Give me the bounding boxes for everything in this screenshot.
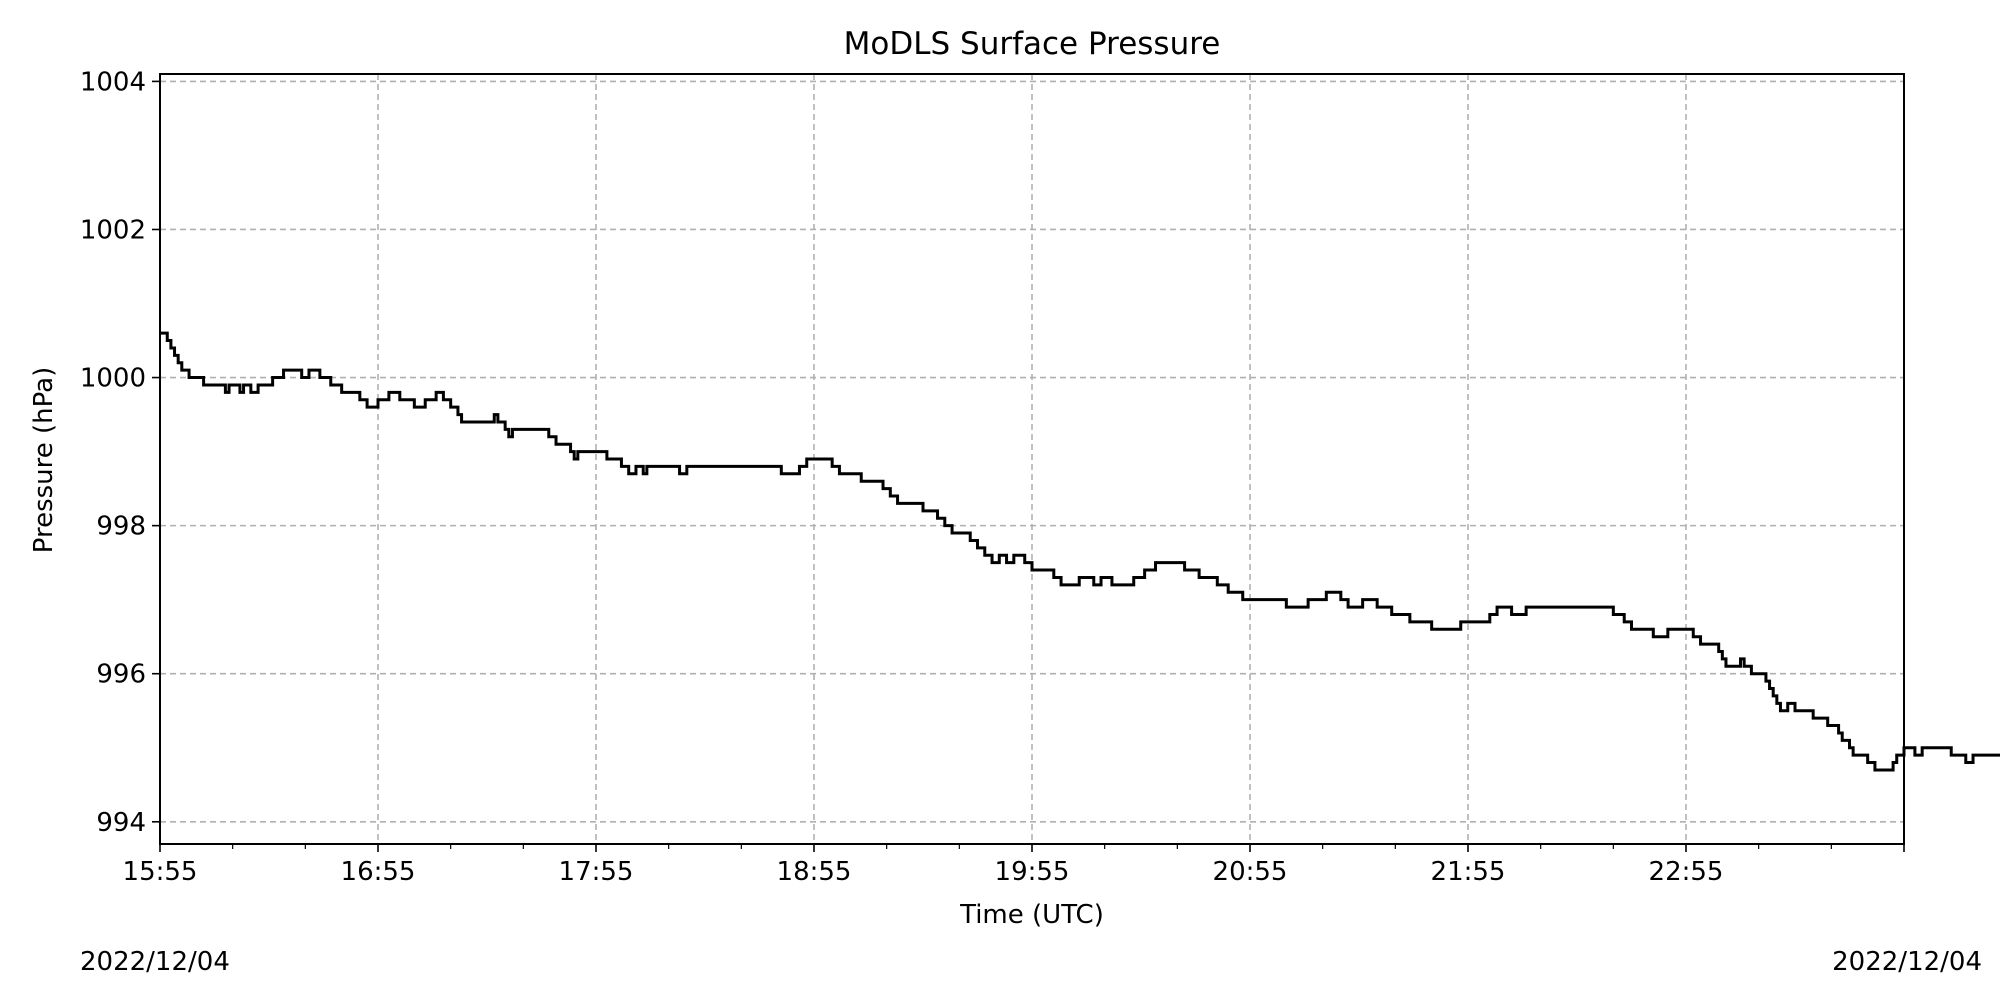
x-tick-label: 19:55 — [995, 857, 1070, 887]
y-tick-label: 1004 — [80, 67, 146, 97]
pressure-series-line — [160, 331, 2000, 772]
y-tick-label: 1002 — [80, 215, 146, 245]
y-tick-label: 998 — [96, 512, 146, 542]
y-tick-label: 996 — [96, 660, 146, 690]
x-tick-label: 20:55 — [1213, 857, 1288, 887]
tick-layer: 994 996 998 1000 1002 1004 15:55 16:55 17:55 18:5… — [80, 67, 1905, 887]
x-tick-label: 16:55 — [341, 857, 416, 887]
y-axis-label: Pressure (hPa) — [29, 367, 59, 554]
y-tick-label: 1000 — [80, 364, 146, 394]
end-date-label: 2022/12/04 — [1832, 947, 1982, 977]
x-tick-label: 18:55 — [777, 857, 852, 887]
grid-layer — [159, 74, 1904, 844]
chart-title: MoDLS Surface Pressure — [844, 26, 1221, 62]
y-tick-label: 994 — [96, 808, 146, 838]
x-axis-label: Time (UTC) — [959, 900, 1104, 930]
start-date-label: 2022/12/04 — [80, 947, 230, 977]
series-layer — [160, 331, 2000, 772]
x-tick-label: 17:55 — [559, 857, 634, 887]
x-tick-label: 21:55 — [1431, 857, 1506, 887]
x-tick-label: 15:55 — [123, 857, 198, 887]
x-tick-label: 22:55 — [1649, 857, 1724, 887]
